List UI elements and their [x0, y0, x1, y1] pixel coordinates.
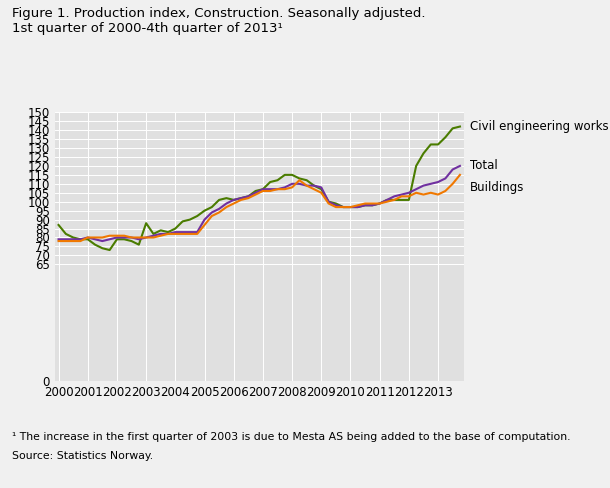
Text: Figure 1. Production index, Construction. Seasonally adjusted.: Figure 1. Production index, Construction… [12, 7, 426, 20]
Text: Buildings: Buildings [470, 181, 524, 194]
Text: 1st quarter of 2000-4th quarter of 2013¹: 1st quarter of 2000-4th quarter of 2013¹ [12, 22, 283, 35]
Text: Civil engineering works: Civil engineering works [470, 120, 608, 133]
Text: Total: Total [470, 160, 497, 172]
Text: ¹ The increase in the first quarter of 2003 is due to Mesta AS being added to th: ¹ The increase in the first quarter of 2… [12, 432, 571, 442]
Text: Source: Statistics Norway.: Source: Statistics Norway. [12, 451, 153, 461]
